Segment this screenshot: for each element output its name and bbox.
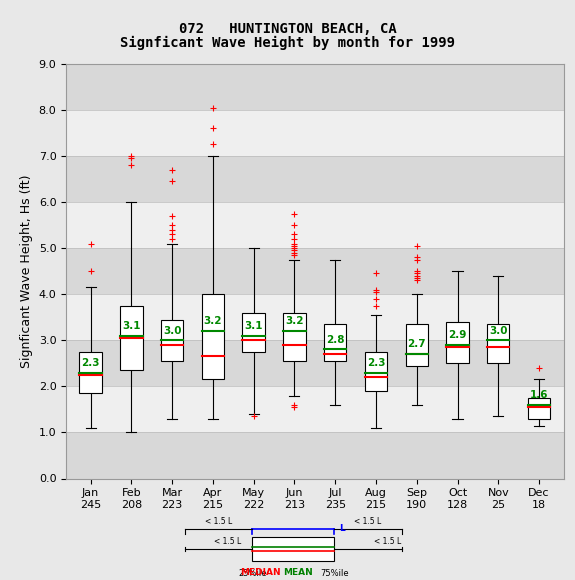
Text: Signficant Wave Height by month for 1999: Signficant Wave Height by month for 1999 bbox=[120, 36, 455, 50]
Bar bbox=[66, 433, 564, 478]
Bar bbox=[243, 313, 265, 352]
Text: 3.0: 3.0 bbox=[163, 325, 181, 336]
Text: 3.0: 3.0 bbox=[489, 325, 508, 336]
Text: 1.6: 1.6 bbox=[530, 390, 549, 400]
Text: MEDIAN: MEDIAN bbox=[240, 568, 281, 577]
Text: 3.1: 3.1 bbox=[244, 321, 263, 331]
Bar bbox=[66, 386, 564, 433]
Text: 2.7: 2.7 bbox=[408, 339, 426, 350]
Bar bbox=[66, 156, 564, 202]
Bar bbox=[66, 340, 564, 386]
Bar bbox=[446, 322, 469, 363]
Bar bbox=[66, 294, 564, 340]
Bar bbox=[324, 324, 346, 361]
Bar bbox=[120, 306, 143, 370]
Text: 3.2: 3.2 bbox=[204, 317, 222, 327]
Text: 25%ile: 25%ile bbox=[238, 570, 266, 578]
Text: 75%ile: 75%ile bbox=[320, 570, 348, 578]
Text: 2.8: 2.8 bbox=[326, 335, 344, 345]
Text: 3.1: 3.1 bbox=[122, 321, 141, 331]
Bar bbox=[283, 313, 306, 361]
Text: < 1.5 L: < 1.5 L bbox=[374, 537, 401, 546]
Bar bbox=[66, 64, 564, 110]
Bar bbox=[487, 324, 509, 363]
Text: < 1.5 L: < 1.5 L bbox=[214, 537, 241, 546]
Bar bbox=[405, 324, 428, 365]
Bar bbox=[66, 202, 564, 248]
Text: 3.2: 3.2 bbox=[285, 317, 304, 327]
Bar bbox=[79, 352, 102, 393]
Text: 2.9: 2.9 bbox=[448, 330, 467, 340]
Bar bbox=[252, 538, 334, 560]
Bar bbox=[66, 110, 564, 156]
Bar bbox=[365, 352, 387, 391]
Text: < 1.5 L: < 1.5 L bbox=[205, 517, 232, 527]
Text: < 1.5 L: < 1.5 L bbox=[355, 517, 382, 527]
Y-axis label: Signficant Wave Height, Hs (ft): Signficant Wave Height, Hs (ft) bbox=[20, 175, 33, 368]
Text: 2.3: 2.3 bbox=[367, 358, 385, 368]
Text: L: L bbox=[339, 524, 345, 533]
Text: 2.3: 2.3 bbox=[81, 358, 100, 368]
Text: MEAN: MEAN bbox=[283, 568, 313, 577]
Bar bbox=[161, 320, 183, 361]
Text: 072   HUNTINGTON BEACH, CA: 072 HUNTINGTON BEACH, CA bbox=[179, 22, 396, 36]
Bar bbox=[66, 248, 564, 294]
Bar bbox=[202, 294, 224, 379]
Bar bbox=[528, 398, 550, 419]
